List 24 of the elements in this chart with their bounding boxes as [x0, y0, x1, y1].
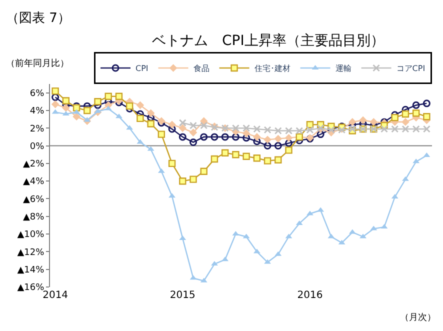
y-tick-label: ▲12%	[17, 248, 45, 258]
legend-label: 運輸	[335, 64, 352, 74]
legend-label: コアCPI	[396, 64, 426, 74]
y-tick-label: 2%	[30, 124, 45, 134]
y-tick-label: ▲4%	[22, 177, 45, 188]
legend-label: 住宅･建材	[254, 64, 290, 74]
y-tick-label: ▲16%	[17, 283, 45, 294]
y-tick-label: ▲8%	[22, 212, 45, 223]
chart-title: ベトナム CPI上昇率（主要品目別）	[152, 33, 384, 49]
y-tick-label: ▲10%	[17, 230, 45, 240]
y-tick-label: 4%	[30, 106, 45, 117]
y-tick-label: ▲6%	[22, 194, 45, 205]
y-tick-label: 6%	[30, 88, 45, 99]
y-axis-title: （前年同月比）	[6, 58, 69, 69]
y-tick-label: ▲14%	[17, 266, 45, 276]
x-axis-title: （月次）	[400, 312, 436, 323]
x-tick-label: 2014	[42, 290, 68, 301]
x-tick-label: 2016	[297, 290, 323, 301]
text: （図表 7）	[6, 11, 70, 26]
y-tick-label: 0%	[30, 142, 45, 152]
legend-label: CPI	[136, 64, 148, 74]
legend-label: 食品	[193, 64, 210, 74]
y-tick-label: ▲2%	[22, 160, 45, 170]
x-tick-label: 2015	[170, 290, 196, 301]
